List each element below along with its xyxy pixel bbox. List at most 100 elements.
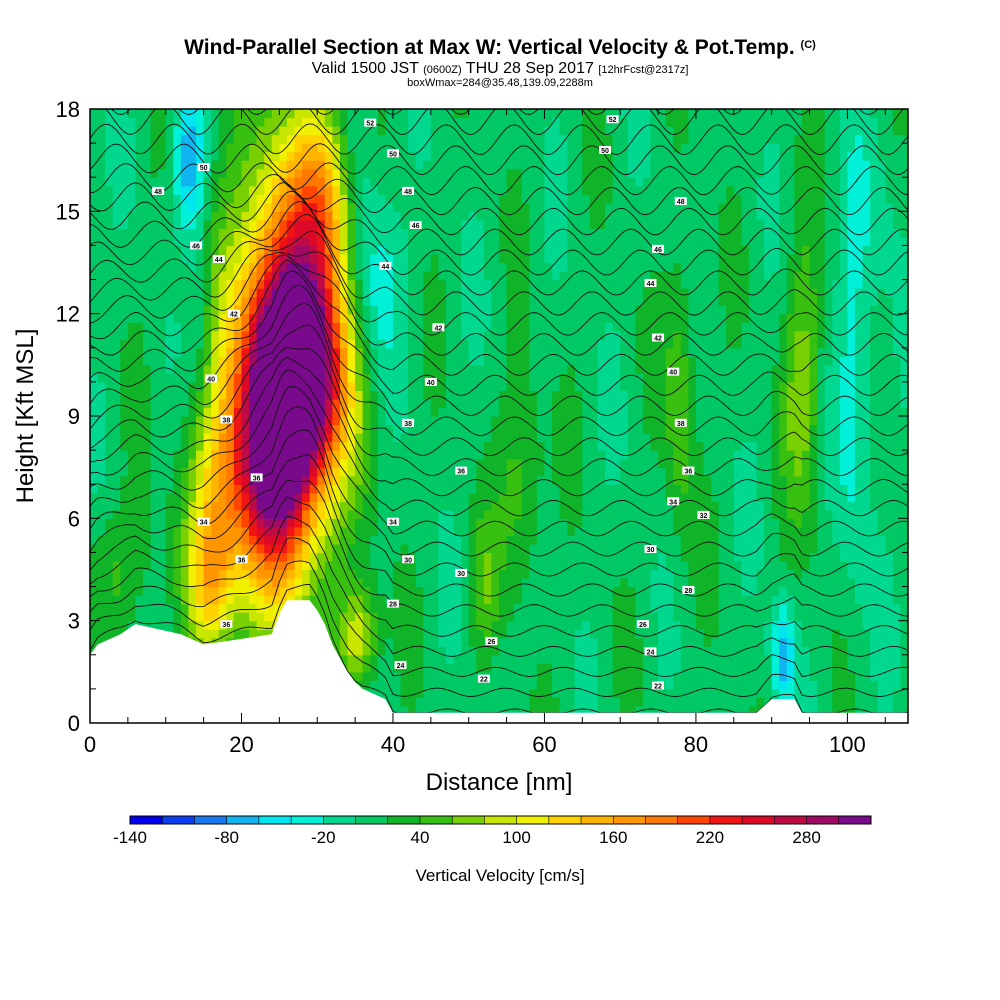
velocity-cell: [574, 586, 583, 596]
velocity-cell: [597, 705, 606, 716]
velocity-cell: [90, 475, 99, 485]
velocity-cell: [392, 424, 402, 434]
velocity-cell: [120, 552, 129, 562]
velocity-cell: [90, 450, 99, 460]
velocity-cell: [105, 322, 114, 332]
velocity-cell: [286, 586, 296, 596]
velocity-cell: [385, 467, 394, 477]
velocity-cell: [188, 134, 197, 144]
velocity-cell: [143, 450, 152, 460]
velocity-cell: [196, 330, 205, 340]
velocity-cell: [521, 236, 530, 247]
velocity-cell: [514, 202, 523, 212]
velocity-cell: [90, 109, 99, 119]
velocity-cell: [370, 680, 379, 690]
velocity-cell: [499, 236, 508, 247]
velocity-cell: [529, 185, 538, 195]
velocity-cell: [135, 228, 144, 238]
velocity-cell: [332, 595, 341, 605]
velocity-cell: [506, 680, 515, 690]
velocity-cell: [143, 271, 152, 281]
velocity-cell: [385, 526, 394, 536]
velocity-cell: [491, 518, 500, 528]
velocity-cell: [127, 475, 137, 485]
velocity-cell: [567, 595, 576, 605]
velocity-cell: [468, 305, 477, 315]
velocity-cell: [536, 219, 546, 229]
velocity-cell: [506, 484, 515, 494]
velocity-cell: [188, 160, 197, 170]
velocity-cell: [112, 390, 121, 400]
velocity-cell: [544, 305, 553, 315]
velocity-cell: [377, 211, 386, 221]
velocity-cell: [165, 433, 174, 443]
velocity-cell: [605, 475, 614, 485]
velocity-cell: [362, 245, 371, 255]
velocity-cell: [415, 526, 424, 536]
velocity-cell: [506, 663, 515, 673]
velocity-cell: [461, 552, 470, 562]
velocity-cell: [249, 578, 258, 588]
velocity-cell: [559, 253, 568, 264]
velocity-cell: [233, 253, 243, 264]
velocity-cell: [127, 484, 137, 494]
velocity-cell: [438, 671, 447, 681]
velocity-cell: [355, 424, 364, 434]
velocity-cell: [476, 160, 485, 170]
velocity-cell: [120, 168, 129, 178]
velocity-cell: [430, 484, 439, 494]
velocity-cell: [612, 603, 621, 613]
velocity-cell: [438, 560, 447, 571]
velocity-cell: [506, 671, 515, 681]
velocity-cell: [468, 364, 477, 374]
velocity-cell: [377, 509, 386, 519]
velocity-cell: [476, 433, 485, 443]
velocity-cell: [180, 569, 190, 579]
velocity-cell: [158, 296, 167, 306]
velocity-cell: [97, 433, 106, 443]
velocity-cell: [605, 458, 614, 468]
velocity-cell: [377, 160, 386, 170]
velocity-cell: [468, 151, 477, 161]
velocity-cell: [536, 390, 546, 400]
velocity-cell: [506, 347, 515, 357]
velocity-cell: [506, 160, 515, 170]
velocity-cell: [521, 603, 530, 613]
velocity-cell: [355, 433, 364, 443]
velocity-cell: [211, 424, 220, 434]
velocity-cell: [173, 543, 182, 554]
velocity-cell: [105, 381, 114, 392]
velocity-cell: [483, 560, 493, 571]
velocity-cell: [317, 595, 326, 605]
velocity-cell: [370, 151, 379, 161]
velocity-cell: [241, 262, 250, 272]
velocity-cell: [143, 501, 152, 511]
velocity-cell: [514, 390, 523, 400]
velocity-cell: [294, 416, 303, 426]
velocity-cell: [589, 245, 599, 255]
velocity-cell: [241, 492, 250, 502]
velocity-cell: [135, 416, 144, 426]
velocity-cell: [529, 416, 538, 426]
velocity-cell: [203, 271, 212, 281]
velocity-cell: [514, 330, 523, 340]
velocity-cell: [355, 228, 364, 238]
velocity-cell: [143, 475, 152, 485]
velocity-cell: [499, 151, 508, 161]
velocity-cell: [218, 543, 227, 554]
velocity-cell: [552, 484, 561, 494]
velocity-cell: [483, 219, 493, 229]
velocity-cell: [218, 245, 227, 255]
velocity-cell: [203, 381, 212, 392]
velocity-cell: [97, 151, 106, 161]
velocity-cell: [544, 339, 553, 349]
velocity-cell: [158, 177, 167, 187]
velocity-cell: [521, 475, 530, 485]
velocity-cell: [362, 151, 371, 161]
velocity-cell: [377, 364, 386, 374]
velocity-cell: [567, 339, 576, 349]
velocity-cell: [309, 373, 318, 383]
velocity-cell: [241, 518, 250, 528]
velocity-cell: [241, 484, 250, 494]
velocity-cell: [597, 253, 606, 264]
